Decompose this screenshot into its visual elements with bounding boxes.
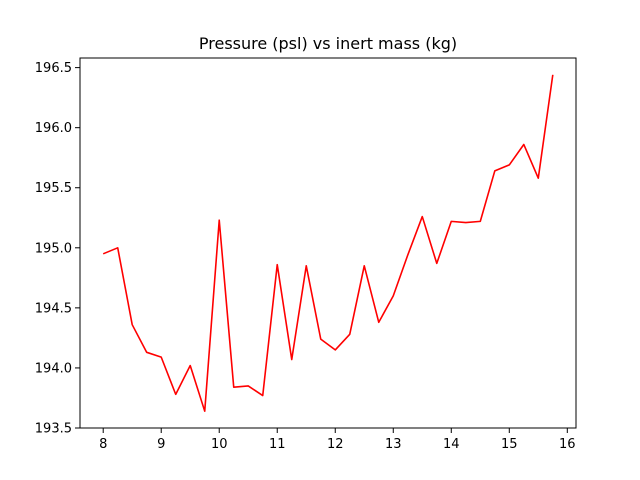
y-tick-label: 196.0	[35, 121, 72, 136]
x-tick-label: 8	[99, 437, 107, 452]
x-tick-label: 13	[385, 437, 402, 452]
x-tick-label: 14	[443, 437, 460, 452]
x-tick-label: 16	[559, 437, 576, 452]
x-tick-label: 12	[327, 437, 344, 452]
series-line	[102, 74, 554, 412]
series-group	[102, 74, 554, 412]
y-tick-label: 194.5	[35, 301, 72, 316]
chart-title: Pressure (psl) vs inert mass (kg)	[199, 34, 457, 53]
y-tick-label: 195.0	[35, 241, 72, 256]
y-axis-ticks: 193.5 194.0 194.5 195.0 195.5 196.0 196.5	[35, 61, 80, 437]
x-tick-label: 15	[501, 437, 518, 452]
y-tick-label: 193.5	[35, 422, 72, 437]
plot-frame	[79, 57, 577, 429]
y-tick-label: 195.5	[35, 181, 72, 196]
x-tick-label: 11	[269, 437, 286, 452]
x-axis-ticks: 8 9 10 11 12 13 14 15 16	[99, 428, 576, 452]
y-tick-label: 194.0	[35, 361, 72, 376]
y-tick-label: 196.5	[35, 61, 72, 76]
x-tick-label: 9	[157, 437, 165, 452]
x-tick-label: 10	[211, 437, 228, 452]
